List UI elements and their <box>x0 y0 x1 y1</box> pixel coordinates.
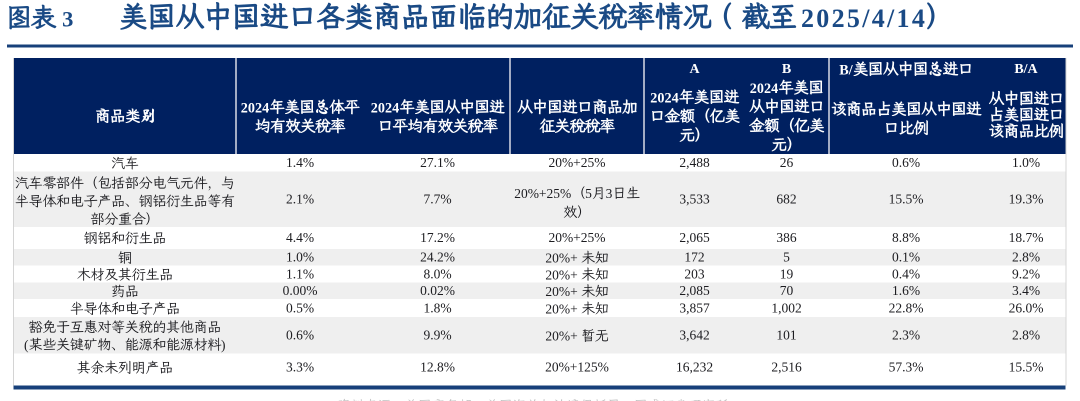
svg-text:B/A: B/A <box>1014 62 1038 77</box>
svg-text:3: 3 <box>62 7 73 32</box>
svg-text:20%+: 20%+ <box>545 251 577 266</box>
svg-text:A: A <box>689 62 700 77</box>
svg-text:20%+: 20%+ <box>545 329 577 344</box>
svg-text:17.2%: 17.2% <box>420 230 455 245</box>
svg-text:203: 203 <box>684 267 705 282</box>
svg-text:1,002: 1,002 <box>771 301 801 316</box>
svg-text:2.1%: 2.1% <box>286 192 314 207</box>
svg-text:B/: B/ <box>839 62 853 78</box>
svg-text:57.3%: 57.3% <box>889 360 924 375</box>
svg-text:0.6%: 0.6% <box>286 328 314 343</box>
svg-text:7.7%: 7.7% <box>423 192 451 207</box>
svg-text:0.4%: 0.4% <box>892 267 920 282</box>
svg-text:8.8%: 8.8% <box>892 230 920 245</box>
svg-text:(: ( <box>24 337 29 352</box>
svg-text:2,085: 2,085 <box>679 283 710 298</box>
svg-text:2024: 2024 <box>241 100 269 116</box>
svg-text:2.8%: 2.8% <box>1012 250 1040 265</box>
svg-text:1.6%: 1.6% <box>892 283 920 298</box>
svg-text:26.0%: 26.0% <box>1009 301 1044 316</box>
svg-text:0.00%: 0.00% <box>283 283 318 298</box>
svg-text:3,533: 3,533 <box>679 192 710 207</box>
svg-text:3,857: 3,857 <box>679 301 710 316</box>
svg-text:682: 682 <box>776 192 796 207</box>
svg-text:26: 26 <box>780 155 794 170</box>
svg-text:1.1%: 1.1% <box>286 267 314 282</box>
svg-text:19.3%: 19.3% <box>1009 192 1044 207</box>
svg-text:2.8%: 2.8% <box>1012 328 1040 343</box>
svg-text:20%+: 20%+ <box>545 284 577 299</box>
svg-text:70: 70 <box>780 283 794 298</box>
svg-text:20%+25%: 20%+25% <box>548 155 605 170</box>
svg-text:19: 19 <box>780 267 794 282</box>
svg-text:20%+: 20%+ <box>545 301 577 316</box>
svg-text:2025/4/14: 2025/4/14 <box>801 4 927 33</box>
svg-text:172: 172 <box>684 250 704 265</box>
svg-text:2,488: 2,488 <box>679 155 710 170</box>
svg-text:3,642: 3,642 <box>679 328 709 343</box>
svg-text:8.0%: 8.0% <box>423 267 451 282</box>
svg-text:): ) <box>221 337 226 352</box>
svg-text:1.0%: 1.0% <box>1012 155 1040 170</box>
svg-text:B: B <box>782 62 791 77</box>
svg-text:386: 386 <box>776 230 797 245</box>
svg-text:0.1%: 0.1% <box>892 250 920 265</box>
svg-text:5: 5 <box>783 250 790 265</box>
svg-text:15.5%: 15.5% <box>1009 360 1044 375</box>
svg-text:0.02%: 0.02% <box>420 283 455 298</box>
svg-text:3.4%: 3.4% <box>1012 283 1040 298</box>
svg-text:9.2%: 9.2% <box>1012 267 1040 282</box>
svg-text:27.1%: 27.1% <box>420 155 455 170</box>
svg-text:2,065: 2,065 <box>679 230 710 245</box>
svg-text:2024: 2024 <box>750 81 778 97</box>
svg-text:20%+25%: 20%+25% <box>548 230 605 245</box>
svg-text:20%+: 20%+ <box>545 267 577 282</box>
svg-text:15.5%: 15.5% <box>889 192 924 207</box>
svg-text:18.7%: 18.7% <box>1009 230 1044 245</box>
svg-text:9.9%: 9.9% <box>423 328 451 343</box>
svg-text:22.8%: 22.8% <box>889 301 924 316</box>
svg-text:5: 5 <box>585 186 592 201</box>
svg-text:20%+125%: 20%+125% <box>545 360 609 375</box>
svg-text:2024: 2024 <box>650 90 678 106</box>
svg-text:3.3%: 3.3% <box>286 360 314 375</box>
svg-text:2,516: 2,516 <box>771 360 802 375</box>
svg-text:20%+25%: 20%+25% <box>514 186 571 201</box>
svg-text:101: 101 <box>776 328 796 343</box>
svg-text:1.0%: 1.0% <box>286 250 314 265</box>
svg-text:0.5%: 0.5% <box>286 301 314 316</box>
svg-text:1.8%: 1.8% <box>423 301 451 316</box>
svg-text:2024: 2024 <box>371 100 399 116</box>
svg-text:16,232: 16,232 <box>676 360 713 375</box>
svg-text:0.6%: 0.6% <box>892 155 920 170</box>
svg-text:4.4%: 4.4% <box>286 230 314 245</box>
svg-text:2.3%: 2.3% <box>892 328 920 343</box>
svg-text:24.2%: 24.2% <box>420 250 455 265</box>
svg-text:1.4%: 1.4% <box>286 155 314 170</box>
svg-text:3: 3 <box>606 186 613 201</box>
svg-text:12.8%: 12.8% <box>420 360 455 375</box>
